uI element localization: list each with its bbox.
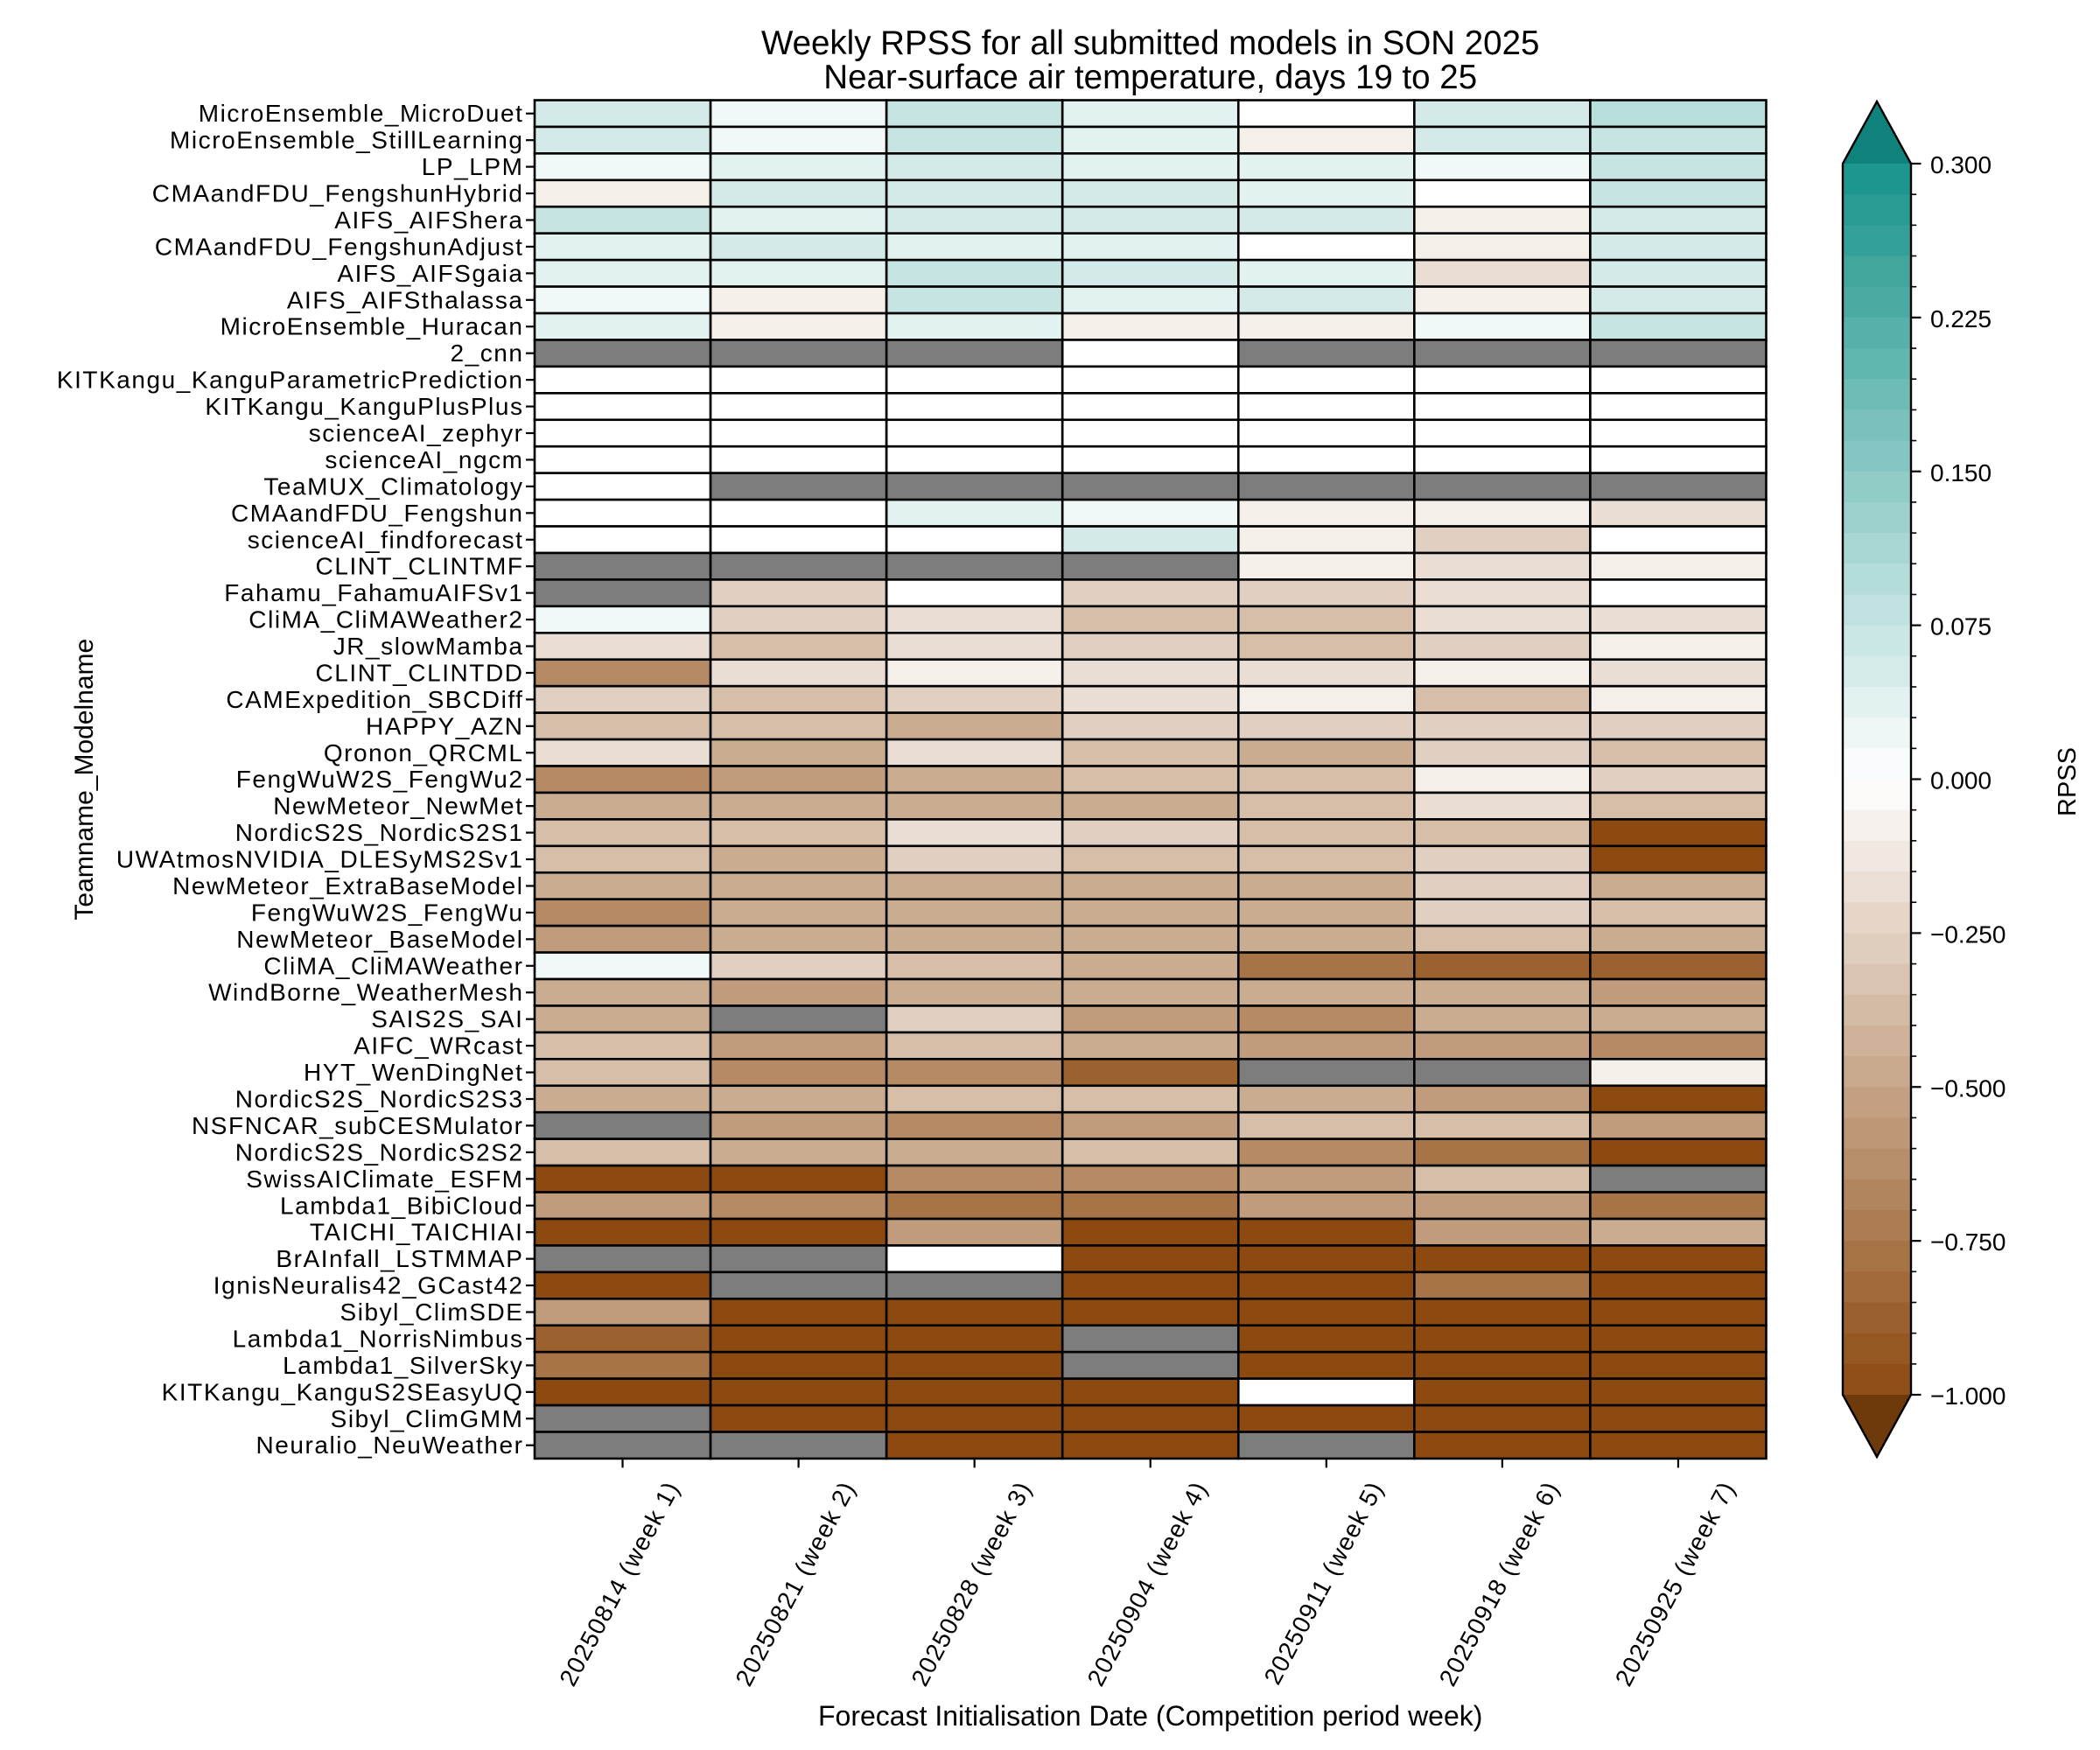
svg-text:CLINT_CLINTDD: CLINT_CLINTDD xyxy=(316,659,524,686)
svg-text:FengWuW2S_FengWu2: FengWuW2S_FengWu2 xyxy=(236,766,524,793)
svg-text:SwissAIClimate_ESFM: SwissAIClimate_ESFM xyxy=(246,1166,523,1193)
svg-text:Teamname_Modelname: Teamname_Modelname xyxy=(70,639,99,920)
svg-text:NewMeteor_NewMet: NewMeteor_NewMet xyxy=(273,793,523,820)
svg-text:MicroEnsemble_StillLearning: MicroEnsemble_StillLearning xyxy=(170,127,523,154)
svg-text:CMAandFDU_FengshunAdjust: CMAandFDU_FengshunAdjust xyxy=(155,233,524,260)
svg-text:−0.750: −0.750 xyxy=(1930,1228,2006,1256)
svg-text:MicroEnsemble_Huracan: MicroEnsemble_Huracan xyxy=(220,313,524,340)
svg-text:scienceAI_ngcm: scienceAI_ngcm xyxy=(325,446,523,473)
svg-text:AIFS_AIFShera: AIFS_AIFShera xyxy=(334,206,523,234)
svg-text:CAMExpedition_SBCDiff: CAMExpedition_SBCDiff xyxy=(226,686,523,713)
svg-text:CLINT_CLINTMF: CLINT_CLINTMF xyxy=(316,553,524,580)
svg-text:scienceAI_zephyr: scienceAI_zephyr xyxy=(309,420,524,447)
svg-text:Neuralio_NeuWeather: Neuralio_NeuWeather xyxy=(256,1432,524,1459)
svg-text:Sibyl_ClimSDE: Sibyl_ClimSDE xyxy=(340,1298,524,1326)
svg-text:WindBorne_WeatherMesh: WindBorne_WeatherMesh xyxy=(208,979,523,1006)
svg-text:−1.000: −1.000 xyxy=(1930,1382,2006,1410)
svg-text:BrAInfall_LSTMMAP: BrAInfall_LSTMMAP xyxy=(276,1245,523,1272)
svg-text:Sibyl_ClimGMM: Sibyl_ClimGMM xyxy=(331,1405,524,1432)
svg-text:Near-surface air temperature,: Near-surface air temperature, days 19 to… xyxy=(823,59,1477,96)
svg-text:−0.500: −0.500 xyxy=(1930,1074,2006,1102)
svg-text:Qronon_QRCML: Qronon_QRCML xyxy=(324,739,524,766)
svg-text:0.300: 0.300 xyxy=(1930,151,1992,178)
svg-text:JR_slowMamba: JR_slowMamba xyxy=(333,633,524,660)
svg-text:Weekly RPSS for all submitted: Weekly RPSS for all submitted models in … xyxy=(761,24,1539,62)
svg-text:HAPPY_AZN: HAPPY_AZN xyxy=(366,712,523,739)
svg-text:MicroEnsemble_MicroDuet: MicroEnsemble_MicroDuet xyxy=(199,100,524,127)
svg-text:NewMeteor_BaseModel: NewMeteor_BaseModel xyxy=(236,926,523,953)
svg-text:Lambda1_BibiCloud: Lambda1_BibiCloud xyxy=(280,1192,524,1219)
svg-text:HYT_WenDingNet: HYT_WenDingNet xyxy=(304,1059,524,1086)
svg-text:AIFC_WRcast: AIFC_WRcast xyxy=(354,1032,523,1060)
svg-text:NordicS2S_NordicS2S3: NordicS2S_NordicS2S3 xyxy=(235,1086,524,1113)
svg-text:scienceAI_findforecast: scienceAI_findforecast xyxy=(248,526,524,553)
svg-text:2_cnn: 2_cnn xyxy=(450,340,523,367)
svg-text:KITKangu_KanguParametricPredic: KITKangu_KanguParametricPrediction xyxy=(57,367,524,394)
svg-text:SAIS2S_SAI: SAIS2S_SAI xyxy=(371,1005,523,1032)
svg-text:Forecast Initialisation Date (: Forecast Initialisation Date (Competitio… xyxy=(818,1700,1482,1732)
svg-text:UWAtmosNVIDIA_DLESyMS2Sv1: UWAtmosNVIDIA_DLESyMS2Sv1 xyxy=(116,846,524,873)
svg-text:AIFS_AIFSgaia: AIFS_AIFSgaia xyxy=(337,260,523,287)
svg-text:NSFNCAR_subCESMulator: NSFNCAR_subCESMulator xyxy=(192,1112,524,1139)
svg-text:NordicS2S_NordicS2S1: NordicS2S_NordicS2S1 xyxy=(235,819,524,846)
svg-text:TAICHI_TAICHIAI: TAICHI_TAICHIAI xyxy=(310,1219,524,1246)
svg-text:CMAandFDU_FengshunHybrid: CMAandFDU_FengshunHybrid xyxy=(152,180,524,207)
svg-text:NewMeteor_ExtraBaseModel: NewMeteor_ExtraBaseModel xyxy=(172,872,523,900)
svg-text:0.150: 0.150 xyxy=(1930,459,1992,486)
svg-text:TeaMUX_Climatology: TeaMUX_Climatology xyxy=(263,472,523,500)
svg-text:CliMA_CliMAWeather2: CliMA_CliMAWeather2 xyxy=(248,606,523,634)
svg-text:LP_LPM: LP_LPM xyxy=(422,153,524,180)
svg-text:Fahamu_FahamuAIFSv1: Fahamu_FahamuAIFSv1 xyxy=(224,579,523,606)
svg-text:−0.250: −0.250 xyxy=(1930,920,2006,948)
svg-text:RPSS: RPSS xyxy=(2054,747,2082,816)
svg-text:CliMA_CliMAWeather: CliMA_CliMAWeather xyxy=(263,952,523,979)
svg-text:CMAandFDU_Fengshun: CMAandFDU_Fengshun xyxy=(231,500,524,527)
svg-text:IgnisNeuralis42_GCast42: IgnisNeuralis42_GCast42 xyxy=(214,1272,524,1299)
svg-text:KITKangu_KanguS2SEasyUQ: KITKangu_KanguS2SEasyUQ xyxy=(162,1378,524,1405)
svg-text:0.000: 0.000 xyxy=(1930,767,1992,794)
svg-text:0.225: 0.225 xyxy=(1930,305,1992,332)
svg-text:Lambda1_SilverSky: Lambda1_SilverSky xyxy=(283,1352,523,1379)
svg-text:KITKangu_KanguPlusPlus: KITKangu_KanguPlusPlus xyxy=(205,393,523,420)
svg-text:NordicS2S_NordicS2S2: NordicS2S_NordicS2S2 xyxy=(235,1138,524,1166)
svg-text:FengWuW2S_FengWu: FengWuW2S_FengWu xyxy=(251,899,524,926)
svg-text:Lambda1_NorrisNimbus: Lambda1_NorrisNimbus xyxy=(233,1325,524,1352)
svg-text:0.075: 0.075 xyxy=(1930,613,1992,640)
svg-text:AIFS_AIFSthalassa: AIFS_AIFSthalassa xyxy=(287,286,524,313)
